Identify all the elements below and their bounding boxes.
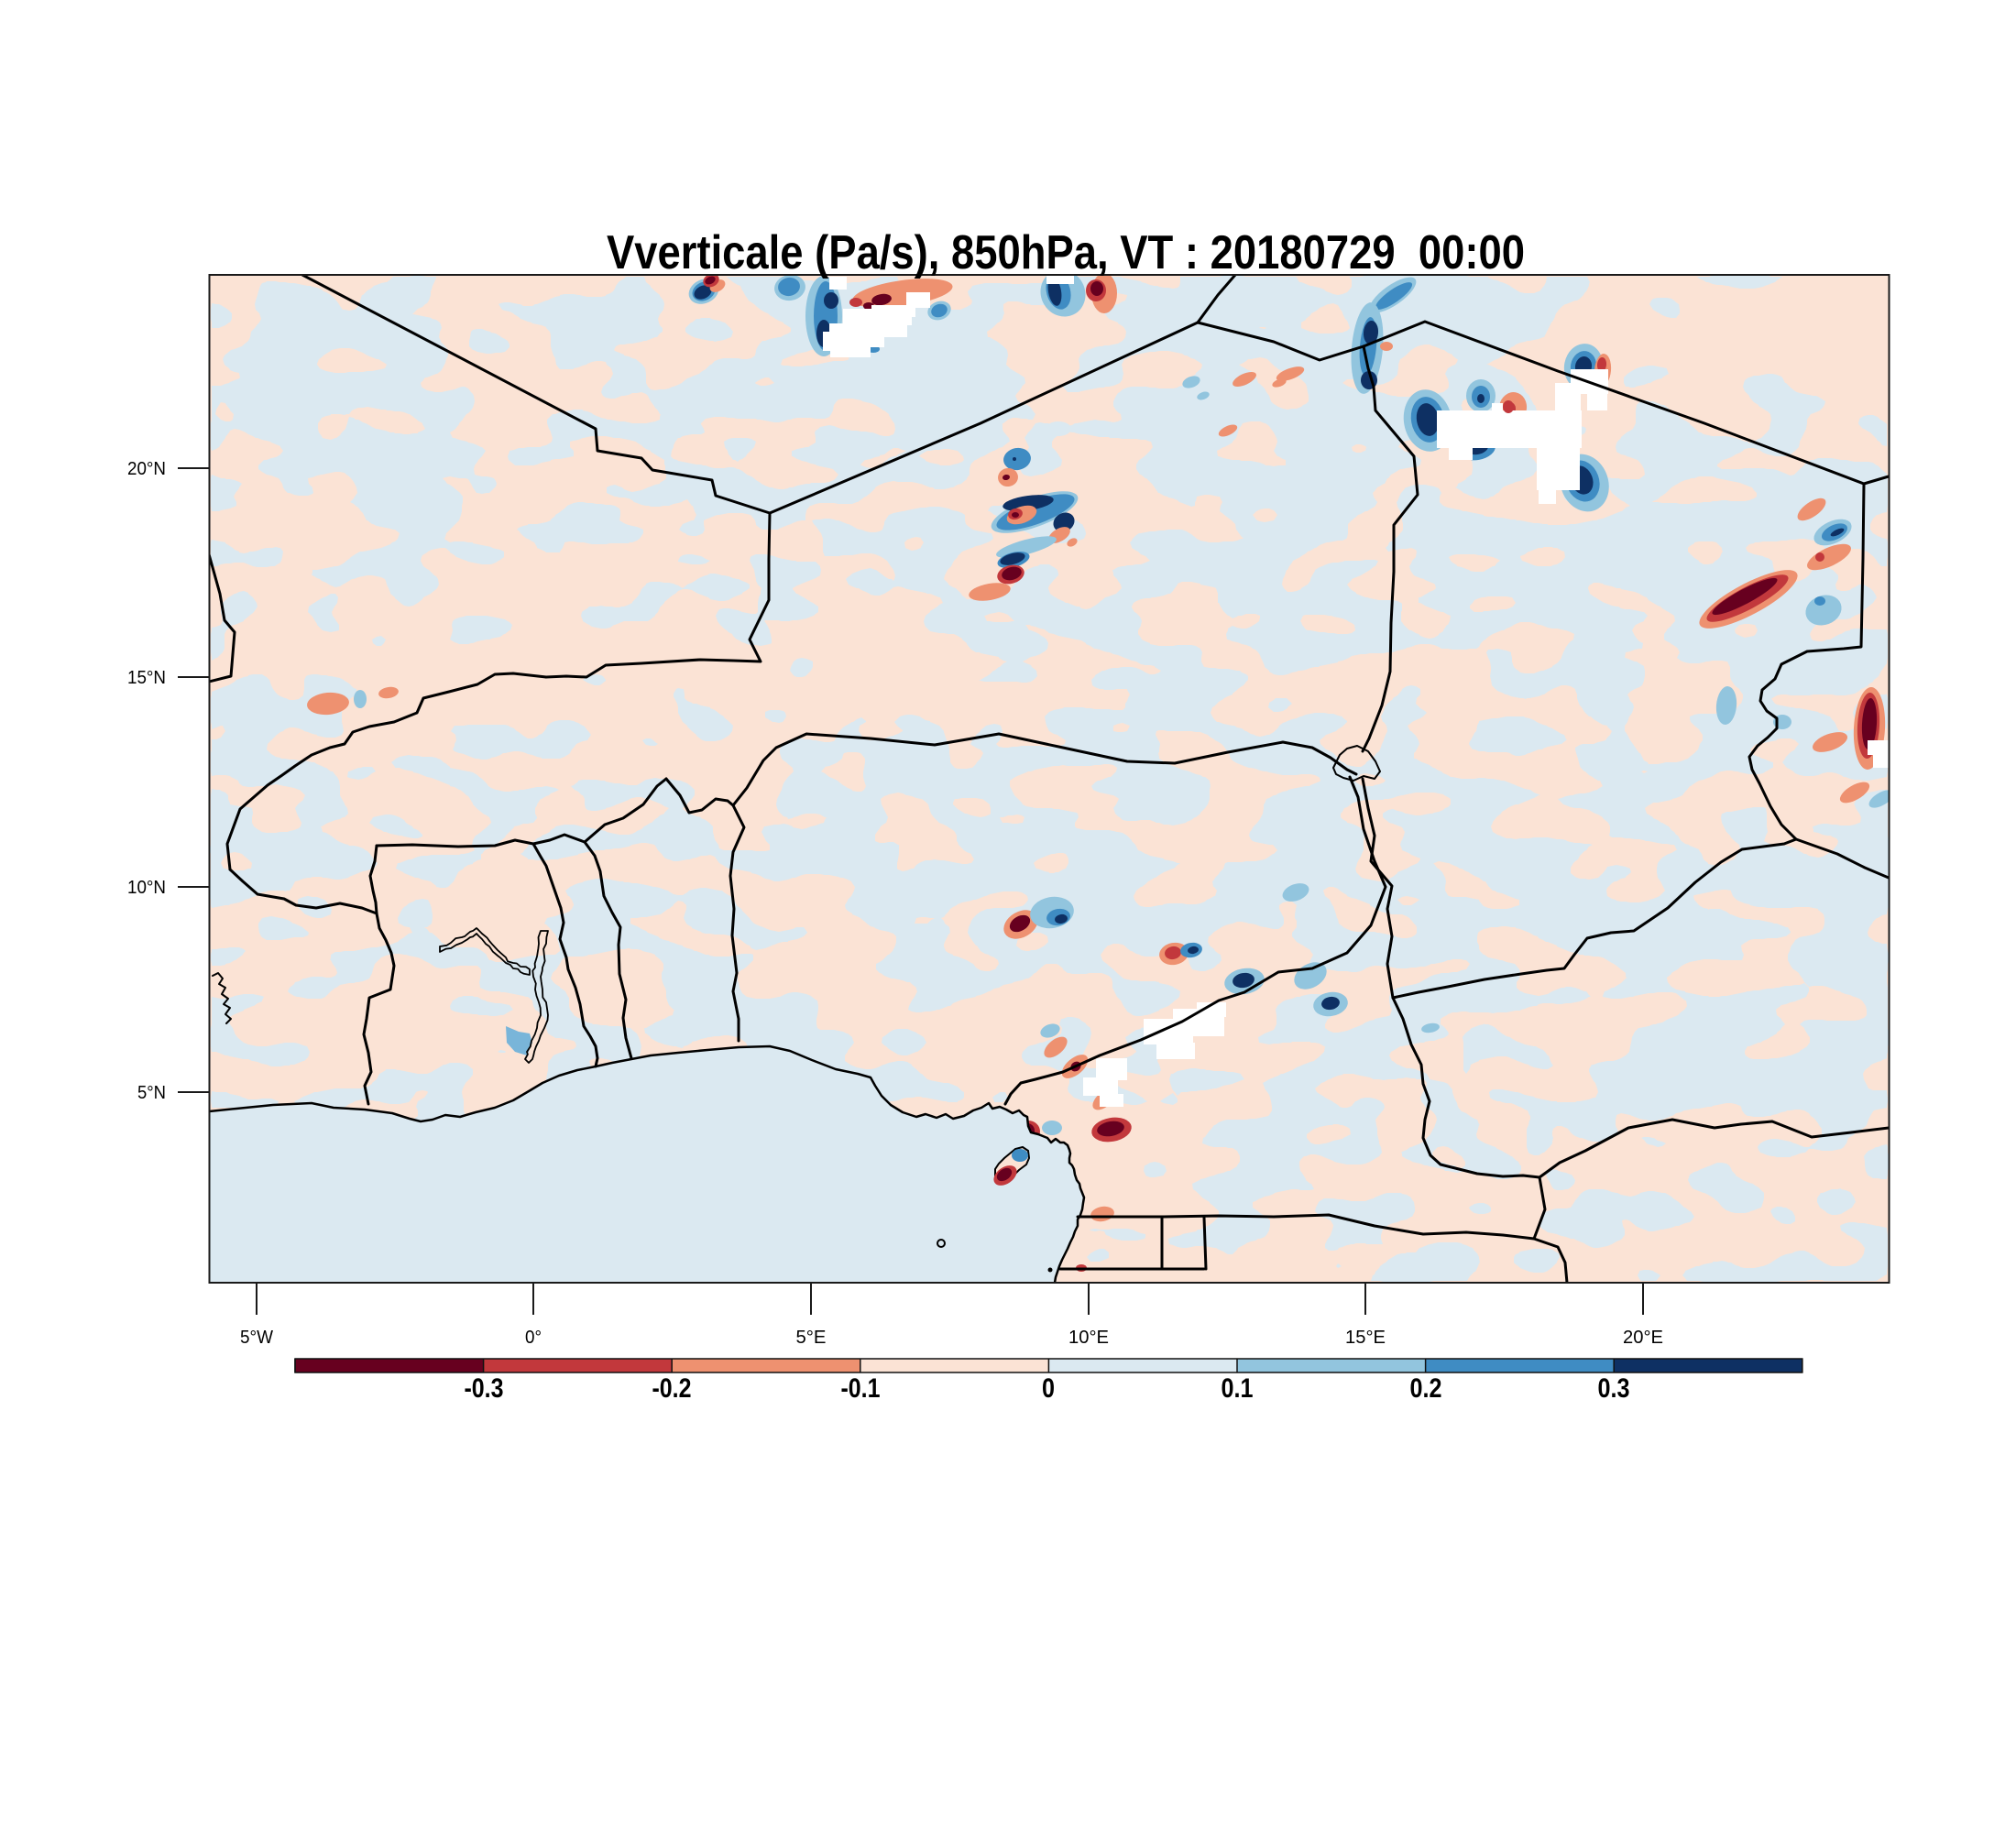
svg-text:0.1: 0.1: [1222, 1373, 1254, 1404]
svg-text:15°E: 15°E: [1345, 1328, 1386, 1348]
svg-text:5°E: 5°E: [796, 1328, 827, 1348]
svg-text:0: 0: [1042, 1373, 1055, 1404]
svg-text:-0.3: -0.3: [465, 1373, 504, 1404]
svg-text:20°N: 20°N: [127, 459, 166, 479]
svg-text:5°W: 5°W: [240, 1328, 273, 1348]
svg-text:-0.1: -0.1: [841, 1373, 881, 1404]
svg-text:15°N: 15°N: [127, 668, 166, 688]
svg-text:Vverticale (Pa/s), 850hPa, VT: Vverticale (Pa/s), 850hPa, VT : 20180729…: [607, 226, 1525, 279]
svg-text:0°: 0°: [525, 1328, 542, 1348]
svg-text:20°E: 20°E: [1623, 1328, 1663, 1348]
svg-text:10°N: 10°N: [127, 878, 166, 898]
svg-text:-0.2: -0.2: [652, 1373, 692, 1404]
svg-text:5°N: 5°N: [137, 1083, 166, 1103]
svg-text:10°E: 10°E: [1068, 1328, 1109, 1348]
svg-text:0.3: 0.3: [1598, 1373, 1630, 1404]
svg-text:0.2: 0.2: [1410, 1373, 1442, 1404]
